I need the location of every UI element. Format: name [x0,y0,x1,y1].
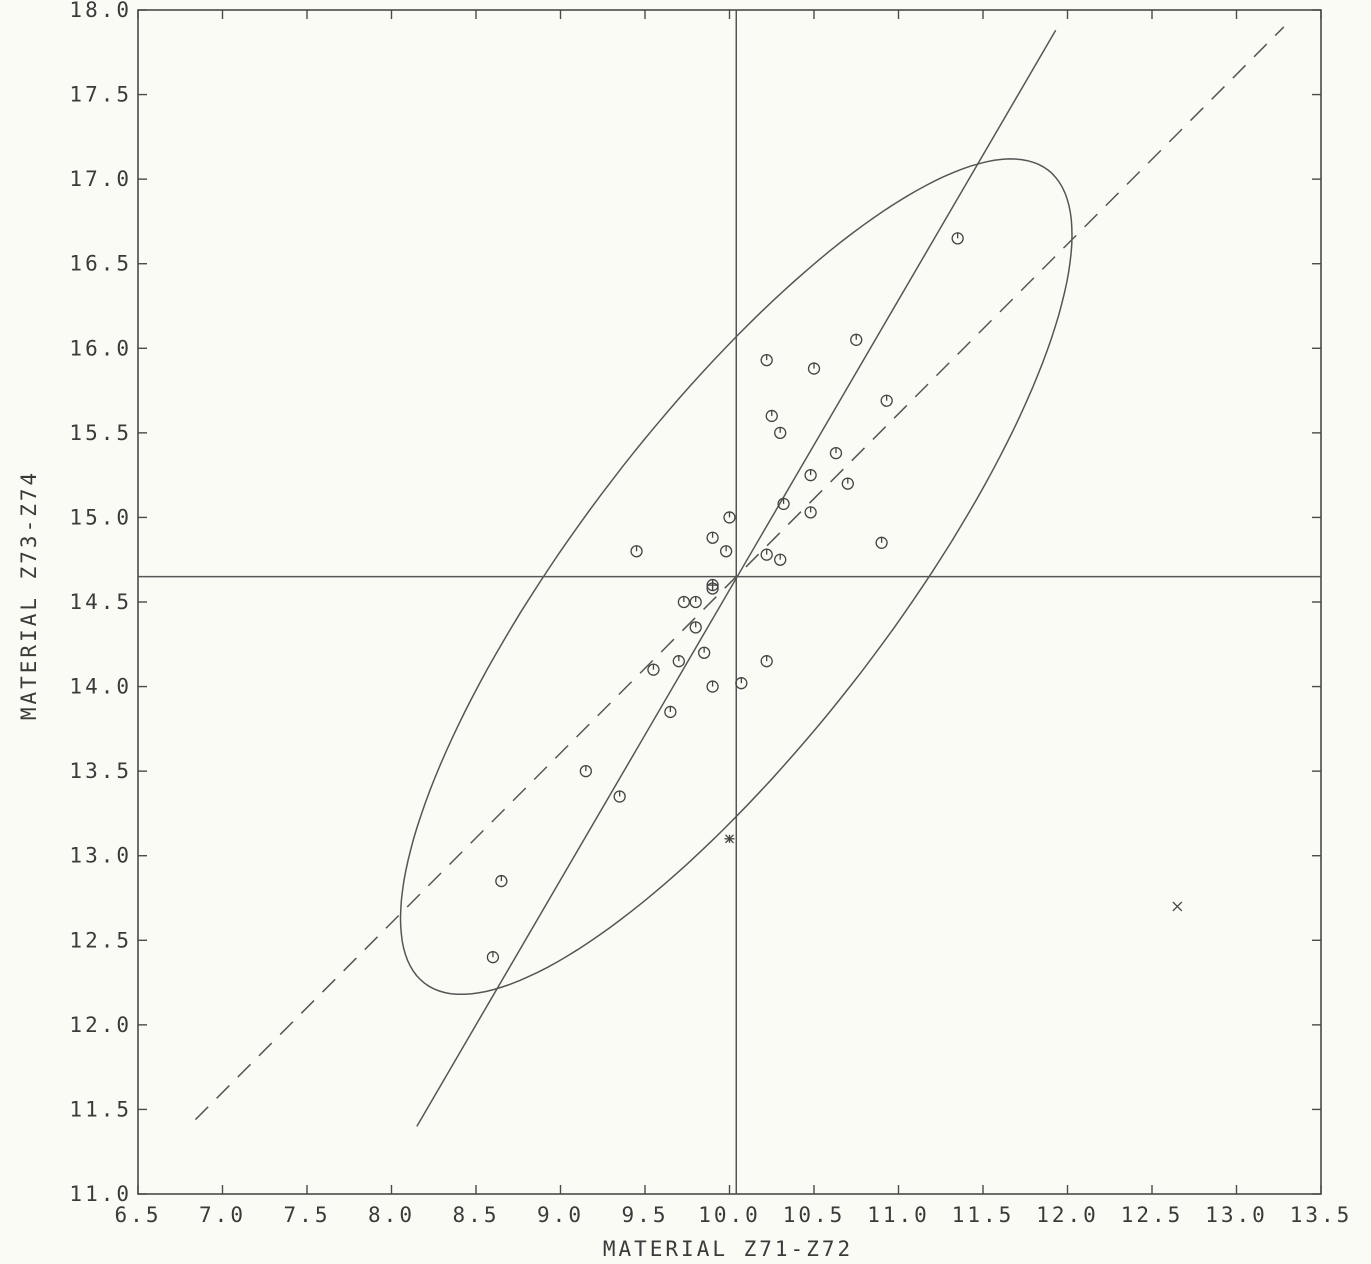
data-point-circle [760,548,773,561]
x-tick-label: 7.0 [199,1203,246,1227]
data-point-circle [804,468,817,482]
y-tick-label: 13.0 [69,844,132,868]
data-point-circle [777,497,790,511]
y-tick-label: 15.0 [69,505,132,529]
y-tick-label: 17.0 [69,167,132,191]
data-point-circle [677,595,691,609]
data-point-circle [706,531,719,544]
data-point-circle [579,764,592,778]
plot-frame [137,9,1322,1195]
y-tick-label: 16.5 [69,252,132,276]
data-point-circle [723,511,736,524]
x-d2 [1172,901,1183,912]
confidence-ellipse [399,158,1073,996]
data-point-x [1172,901,1183,912]
data-point-circle [850,333,863,346]
data-point-circle [760,655,773,668]
data-point-circle [719,545,733,558]
x-tick-label: 8.0 [368,1203,415,1227]
y-tick-label: 18.0 [69,0,132,22]
data-point-circle [495,874,508,888]
y-tick-label: 16.0 [69,336,132,360]
x-tick-label: 12.0 [1036,1203,1099,1227]
y-axis-title: MATERIAL Z73-Z74 [17,470,41,720]
data-point-circle [807,362,821,375]
data-point-circle [664,705,677,719]
y-tick-label: 12.0 [69,1013,132,1037]
y-tick-label: 14.0 [69,675,132,699]
solid-fit-line [416,29,1057,1127]
data-point-circle [774,426,787,440]
y-tick-label: 13.5 [69,759,132,783]
fit-lines-group [138,10,1321,1194]
data-point-plus [706,578,719,592]
data-point-circle [765,409,778,423]
x-tick-label: 11.0 [867,1203,930,1227]
dashed-fit-line [194,26,1285,1121]
x-tick-label: 6.5 [115,1203,162,1227]
data-point-circle [760,353,773,367]
y-tick-label: 15.5 [69,421,132,445]
x-axis-ticks: 6.5 7.0 7.5 8.0 8.5 9.0 9.5 10.0 10.5 11.0 11.5 12.… [115,10,1353,1227]
x-tick-label: 8.5 [453,1203,500,1227]
data-point-circle [672,655,685,668]
x-tick-label: 10.0 [698,1203,761,1227]
data-point-circle [647,663,660,676]
data-point-circle [486,951,500,964]
y-tick-label: 11.0 [69,1182,132,1206]
y-tick-label: 12.5 [69,928,132,952]
data-point-circle [613,790,626,803]
x-tick-label: 12.5 [1121,1203,1184,1227]
y-tick-label: 17.5 [69,83,132,107]
data-point-circle [735,677,748,690]
x-axis-title: MATERIAL Z71-Z72 [603,1237,853,1261]
data-point-circle [875,536,888,549]
data-point-circle [689,595,702,609]
y-axis-ticks: 11.0 11.5 12.0 12.5 13.0 13.5 14.0 14.5 15.0 15.5… [69,0,1321,1206]
data-point-circle [841,477,854,490]
data-point-circle [829,447,843,460]
x-tick-label: 13.5 [1290,1203,1353,1227]
x-tick-label: 9.5 [622,1203,669,1227]
y-tick-label: 14.5 [69,590,132,614]
x-tick-label: 7.5 [284,1203,331,1227]
plot-frame-group [137,9,1322,1195]
x-tick-label: 9.0 [537,1203,584,1227]
data-point-circle [698,646,711,659]
data-point-asterisk [724,834,735,844]
data-point-circle [951,232,964,245]
data-point-circle [689,621,702,634]
data-point-circle [706,680,719,693]
data-points-group [486,232,1183,964]
data-point-circle [774,553,787,566]
x-tick-label: 10.5 [783,1203,846,1227]
y-tick-label: 11.5 [69,1097,132,1121]
x-tick-label: 11.5 [952,1203,1015,1227]
data-point-circle [630,545,643,558]
data-point-circle [880,394,893,407]
data-point-circle [804,506,817,519]
x-tick-label: 13.0 [1205,1203,1268,1227]
